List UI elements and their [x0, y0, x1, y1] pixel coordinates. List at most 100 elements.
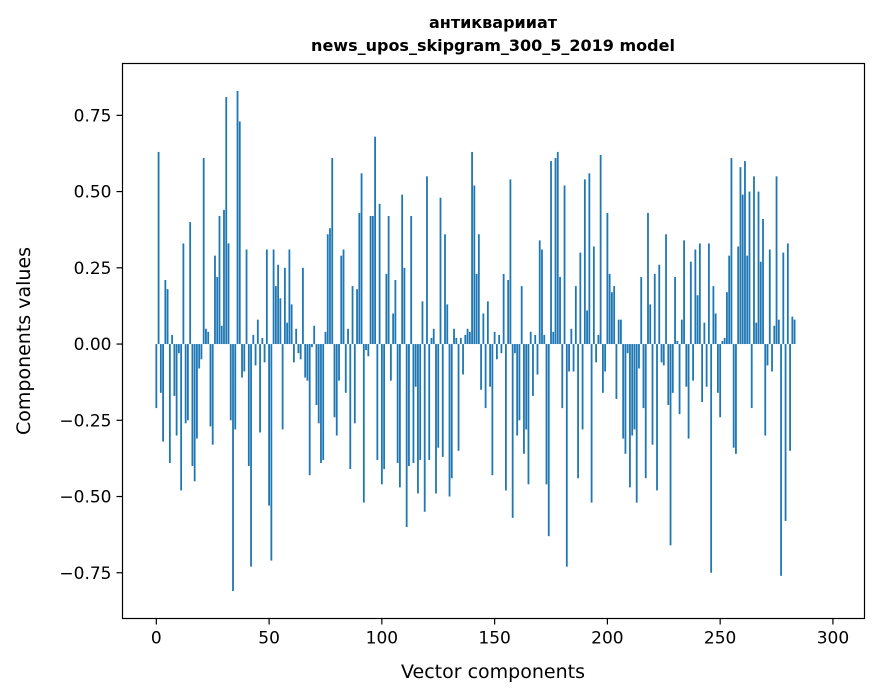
bar	[414, 344, 417, 387]
bar	[547, 344, 550, 537]
bar	[272, 249, 275, 345]
bar	[428, 344, 431, 460]
bar	[685, 344, 688, 387]
bar	[437, 344, 440, 448]
bar	[340, 255, 343, 345]
plot-frame	[121, 62, 866, 620]
bar	[223, 209, 225, 345]
bar	[486, 301, 489, 345]
bar	[286, 322, 289, 345]
bar	[281, 344, 284, 430]
bar	[710, 344, 713, 573]
bar	[202, 158, 205, 345]
bar	[784, 344, 787, 521]
bar	[484, 344, 487, 409]
bar	[698, 243, 701, 345]
bar	[247, 344, 250, 467]
bar	[444, 234, 446, 345]
bar	[353, 344, 356, 424]
bar	[500, 344, 503, 354]
bar	[439, 197, 442, 345]
bar	[482, 313, 485, 345]
bar	[356, 289, 358, 345]
bar	[640, 276, 643, 345]
bar	[329, 228, 331, 345]
bar	[464, 334, 467, 345]
bar	[234, 344, 237, 430]
bar	[624, 344, 627, 454]
bar	[180, 344, 183, 491]
bar	[171, 334, 174, 345]
bar	[229, 344, 232, 421]
bar	[387, 215, 390, 345]
bar	[565, 344, 568, 567]
bar	[299, 344, 302, 360]
bar	[597, 334, 600, 345]
bar	[196, 344, 198, 439]
bar	[683, 240, 685, 345]
bar	[193, 344, 196, 482]
bar	[412, 344, 415, 463]
bar	[405, 344, 408, 528]
bar	[448, 344, 451, 497]
bar	[527, 344, 530, 485]
bar	[766, 344, 769, 366]
bar	[791, 316, 794, 345]
x-axis-label: Vector components	[401, 661, 585, 683]
bar	[586, 310, 588, 345]
bar	[574, 286, 577, 345]
bar	[658, 264, 661, 345]
bar	[705, 344, 708, 387]
bar	[489, 344, 492, 387]
bar	[396, 344, 399, 463]
bar	[313, 325, 316, 345]
bar	[378, 203, 381, 345]
bar	[261, 337, 264, 345]
bar	[730, 158, 733, 345]
bar	[471, 151, 473, 345]
bar	[200, 344, 203, 360]
bar	[385, 273, 388, 345]
bar	[556, 151, 559, 345]
bar	[728, 255, 731, 345]
bar	[541, 249, 543, 345]
bar	[622, 344, 625, 439]
bar	[243, 344, 246, 372]
bar	[288, 249, 291, 345]
bar	[638, 344, 640, 369]
bar	[191, 344, 194, 467]
bar	[250, 344, 252, 567]
bar	[611, 292, 613, 345]
bar	[241, 344, 243, 378]
bar	[417, 344, 419, 494]
bar	[220, 325, 223, 345]
bar	[662, 344, 665, 366]
y-tick-label: 0.25	[74, 259, 112, 279]
bar	[714, 313, 717, 345]
bar	[601, 344, 604, 393]
bar	[678, 344, 681, 415]
bar	[304, 344, 307, 378]
bar	[207, 331, 210, 345]
bar	[466, 328, 469, 345]
bar	[536, 344, 539, 375]
bar	[773, 325, 776, 345]
bar	[786, 243, 789, 345]
bar	[744, 161, 746, 345]
bar	[211, 344, 214, 445]
bar	[592, 246, 595, 345]
x-tick-label: 200	[591, 629, 623, 649]
bar	[631, 344, 634, 436]
bar	[757, 191, 760, 345]
bar	[529, 331, 532, 345]
bar	[583, 179, 586, 345]
bar	[338, 344, 340, 381]
bar	[455, 337, 458, 345]
bar	[739, 167, 742, 345]
bar	[435, 344, 437, 494]
bar	[613, 286, 616, 345]
bar	[687, 344, 690, 439]
bar	[256, 319, 259, 345]
bar	[563, 185, 566, 345]
bar	[162, 344, 164, 442]
